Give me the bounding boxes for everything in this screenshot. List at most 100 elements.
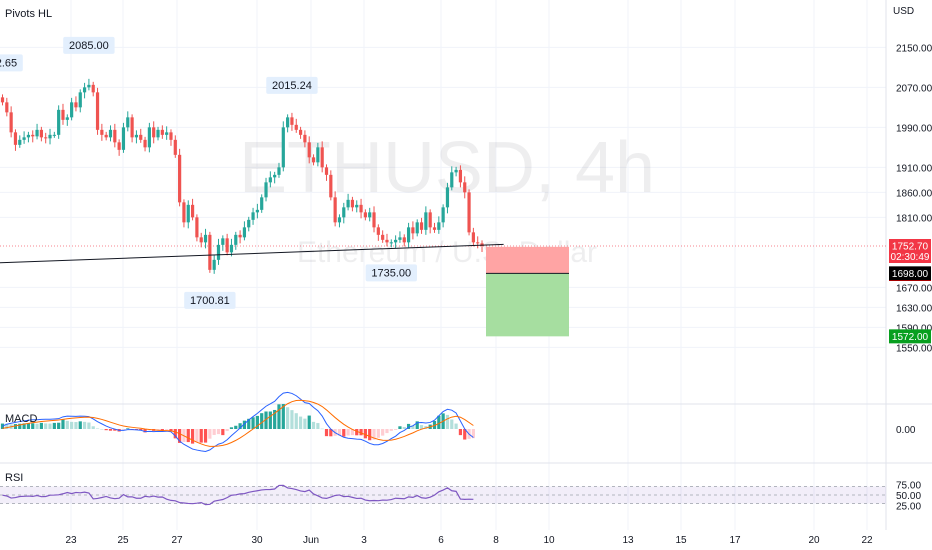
- candle-body: [476, 242, 480, 244]
- candle-body: [445, 187, 450, 208]
- time-tick: 10: [543, 535, 555, 546]
- time-tick: Jun: [303, 535, 319, 546]
- macd-bar: [454, 423, 458, 429]
- candle-body: [9, 112, 13, 133]
- macd-bar: [35, 423, 39, 429]
- time-tick: 8: [493, 535, 499, 546]
- macd-bar: [450, 419, 454, 429]
- candle-body: [134, 134, 139, 138]
- macd-bar: [406, 423, 411, 429]
- macd-bar: [372, 429, 376, 440]
- macd-bar: [104, 429, 108, 431]
- candle-body: [152, 127, 156, 138]
- macd-bar: [389, 429, 393, 431]
- pivot-label: 2085.00: [63, 36, 115, 54]
- candle-body: [35, 129, 39, 137]
- macd-bar: [225, 429, 229, 432]
- macd-bar: [26, 423, 31, 429]
- candle-body: [48, 134, 52, 139]
- currency-label: USD: [893, 6, 915, 17]
- macd-bar: [264, 411, 268, 429]
- macd-bar: [337, 429, 342, 436]
- macd-bar: [350, 429, 355, 436]
- macd-bar: [70, 421, 74, 429]
- candle-body: [389, 242, 393, 244]
- macd-bar: [238, 423, 242, 429]
- macd-bar: [303, 418, 307, 429]
- rsi-tick: 75.00: [896, 480, 921, 491]
- macd-bar: [5, 423, 9, 429]
- candle-body: [471, 232, 475, 243]
- time-tick: 3: [361, 535, 367, 546]
- macd-bar: [31, 423, 35, 429]
- price-tick: 1550.00: [896, 343, 932, 354]
- macd-bar: [121, 429, 126, 430]
- rsi-title[interactable]: RSI: [5, 472, 24, 484]
- macd-bar: [381, 429, 385, 436]
- indicator-title[interactable]: Pivots HL: [5, 8, 53, 20]
- macd-bar: [52, 422, 56, 429]
- macd-bar: [74, 422, 78, 429]
- macd-bar: [139, 429, 143, 431]
- price-tag-text: 1572.00: [892, 332, 929, 343]
- candle-body: [264, 182, 268, 198]
- position-zones: [486, 246, 569, 337]
- macd-bar: [0, 423, 5, 429]
- time-tick: 6: [438, 535, 444, 546]
- macd-bar: [242, 420, 247, 429]
- macd-title[interactable]: MACD: [5, 413, 38, 425]
- candle-body: [290, 117, 294, 125]
- macd-bar: [458, 429, 463, 436]
- macd-bar: [463, 429, 467, 440]
- macd-bar: [126, 428, 130, 429]
- candle-body: [147, 127, 151, 148]
- candle-body: [70, 102, 74, 118]
- macd-bar: [247, 418, 251, 429]
- macd-bar: [91, 426, 95, 429]
- price-tick: 1810.00: [896, 213, 932, 224]
- pivot-label: 2015.24: [266, 76, 318, 94]
- time-tick: 22: [861, 535, 873, 546]
- macd-bar: [385, 429, 389, 434]
- candle-body: [363, 212, 367, 218]
- price-tick: 1590.00: [896, 323, 932, 334]
- macd-bar: [294, 413, 298, 429]
- macd-bar: [260, 413, 264, 429]
- candle-body: [441, 207, 445, 223]
- macd-bar: [165, 429, 169, 430]
- macd-pane: [0, 391, 475, 453]
- candle-body: [381, 234, 385, 240]
- macd-bar: [311, 421, 316, 429]
- candle-body: [268, 177, 272, 183]
- candle-body: [307, 142, 311, 158]
- macd-bar: [234, 425, 238, 429]
- pivot-label: 2.65: [0, 54, 23, 72]
- candle-body: [139, 134, 143, 140]
- pivot-text: 2.65: [0, 57, 17, 69]
- candle-body: [251, 212, 255, 220]
- candle-body: [428, 212, 432, 228]
- price-tick: 1630.00: [896, 303, 932, 314]
- candle-body: [44, 137, 48, 139]
- candle-body: [286, 117, 290, 128]
- candle-body: [61, 109, 65, 120]
- candle-body: [316, 147, 320, 163]
- price-tick: 2150.00: [896, 43, 932, 54]
- macd-bar: [156, 429, 160, 431]
- candle-body: [385, 239, 389, 243]
- candle-body: [82, 87, 87, 93]
- macd-bar: [359, 429, 363, 436]
- candle-body: [216, 244, 221, 260]
- pivot-text: 1735.00: [371, 267, 411, 279]
- macd-bar: [143, 429, 147, 433]
- macd-bar: [286, 407, 290, 429]
- candle-body: [117, 142, 121, 150]
- candle-body: [311, 157, 316, 163]
- pivot-box: [184, 291, 236, 309]
- candle-body: [165, 132, 169, 135]
- support-trendline: [0, 243, 504, 264]
- macd-bar: [108, 429, 113, 431]
- macd-bar: [376, 429, 380, 438]
